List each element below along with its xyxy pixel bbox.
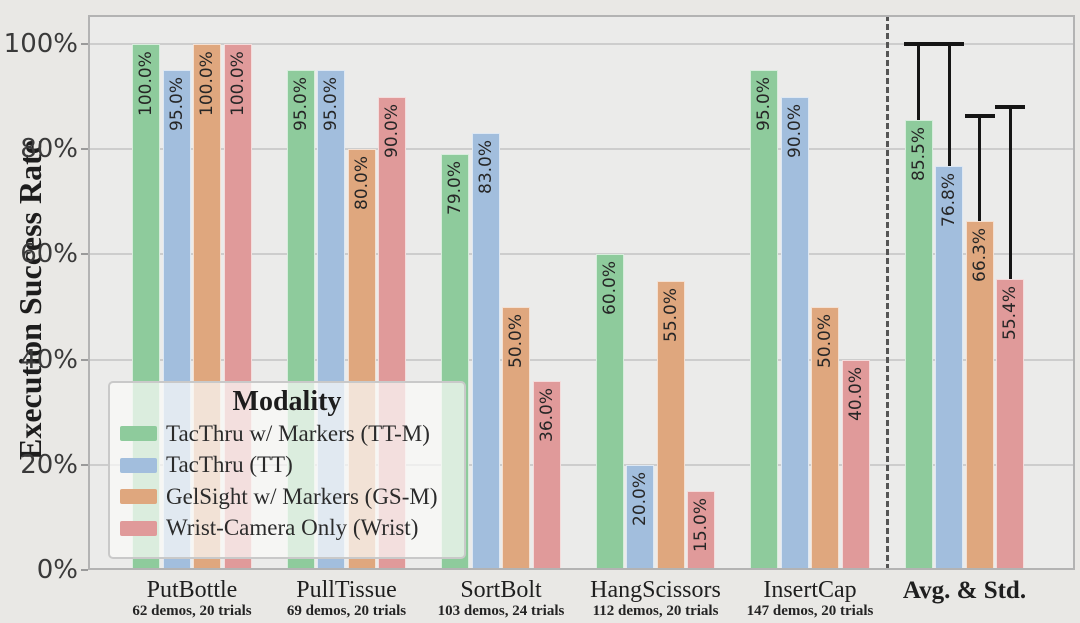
- bar-value-label: 90.0%: [382, 103, 403, 158]
- x-category-label-InsertCap: InsertCap: [763, 577, 857, 603]
- y-tick-mark: [81, 463, 88, 466]
- bar-HangScissors-series-3: [656, 280, 685, 570]
- x-category-label-HangScissors: HangScissors: [590, 577, 721, 603]
- x-category-label-PutBottle: PutBottle: [146, 577, 238, 603]
- legend-item-label: Wrist-Camera Only (Wrist): [166, 515, 419, 541]
- bar-InsertCap-series-2: [780, 96, 809, 570]
- bar-value-label: 95.0%: [321, 77, 342, 132]
- bar-value-label: 100.0%: [227, 51, 248, 116]
- error-bar-line: [1008, 107, 1012, 279]
- bar-value-label: 100.0%: [197, 51, 218, 116]
- legend-swatch-icon: [120, 426, 157, 442]
- avg-separator-dashed-line: [886, 15, 890, 570]
- y-tick-mark: [81, 43, 88, 45]
- legend: Modality TacThru w/ Markers (TT-M) TacThr…: [108, 381, 466, 559]
- bar-Avg. & Std.-series-3: [965, 221, 994, 570]
- gridline-20%: [88, 463, 1075, 466]
- y-tick-label: 60%: [20, 239, 78, 270]
- legend-item-label: TacThru (TT): [166, 452, 293, 478]
- bar-HangScissors-series-1: [595, 254, 624, 570]
- x-category-subtitle: 112 demos, 20 trials: [592, 603, 719, 619]
- x-category-subtitle: 69 demos, 20 trials: [286, 603, 407, 619]
- y-tick-label: 0%: [36, 555, 78, 585]
- bar-value-label: 55.0%: [660, 287, 681, 342]
- x-category-label-PullTissue: PullTissue: [296, 577, 397, 603]
- bar-value-label: 95.0%: [166, 77, 187, 132]
- y-tick-mark: [81, 253, 88, 256]
- bar-InsertCap-series-3: [811, 307, 840, 570]
- gridline-40%: [88, 358, 1075, 361]
- bar-value-label: 50.0%: [815, 313, 836, 368]
- bar-Avg. & Std.-series-2: [935, 166, 964, 570]
- bar-value-label: 80.0%: [351, 156, 372, 211]
- y-tick-label: 40%: [20, 344, 78, 375]
- y-tick-label: 20%: [20, 449, 78, 480]
- bar-SortBolt-series-2: [471, 133, 500, 570]
- error-bar-line: [917, 44, 921, 121]
- legend-title: Modality: [232, 386, 342, 417]
- y-tick-mark: [81, 358, 88, 361]
- bar-value-label: 60.0%: [599, 261, 620, 316]
- x-category-label-SortBolt: SortBolt: [460, 577, 542, 603]
- bar-value-label: 50.0%: [506, 313, 527, 368]
- bar-value-label: 55.4%: [1000, 285, 1021, 340]
- bar-value-label: 40.0%: [845, 366, 866, 421]
- bar-value-label: 36.0%: [536, 387, 557, 442]
- legend-item-3: GelSight w/ Markers (GS-M): [110, 481, 464, 513]
- error-bar-line: [947, 44, 951, 167]
- x-category-subtitle: 62 demos, 20 trials: [132, 603, 252, 619]
- bar-value-label: 95.0%: [754, 77, 775, 132]
- bar-value-label: 20.0%: [630, 471, 651, 526]
- bar-SortBolt-series-4: [532, 380, 561, 570]
- bar-value-label: 90.0%: [784, 103, 805, 158]
- bar-value-label: 66.3%: [969, 228, 990, 283]
- bar-InsertCap-series-1: [750, 70, 779, 570]
- bar-HangScissors-series-4: [687, 491, 716, 570]
- bar-SortBolt-series-3: [502, 307, 531, 570]
- bar-value-label: 83.0%: [475, 140, 496, 195]
- y-tick-mark: [81, 148, 88, 151]
- bar-Avg. & Std.-series-4: [996, 278, 1025, 570]
- error-bar-cap: [964, 114, 995, 119]
- error-bar-line: [978, 116, 982, 222]
- x-category-label-Avg. & Std.: Avg. & Std.: [902, 577, 1027, 604]
- y-tick-mark: [81, 569, 88, 571]
- legend-item-2: TacThru (TT): [110, 450, 464, 482]
- error-bar-cap: [934, 42, 965, 46]
- error-bar-cap: [903, 42, 934, 46]
- legend-swatch-icon: [120, 489, 157, 505]
- legend-swatch-icon: [120, 520, 157, 536]
- x-category-subtitle: 103 demos, 24 trials: [437, 603, 565, 619]
- bar-Avg. & Std.-series-1: [904, 120, 933, 570]
- legend-item-1: TacThru w/ Markers (TT-M): [110, 418, 464, 450]
- bar-value-label: 79.0%: [445, 161, 466, 216]
- bar-value-label: 76.8%: [939, 173, 960, 228]
- bar-value-label: 15.0%: [691, 498, 712, 553]
- bar-value-label: 85.5%: [908, 127, 929, 182]
- legend-item-label: GelSight w/ Markers (GS-M): [166, 483, 438, 509]
- gridline-80%: [88, 148, 1075, 151]
- bar-InsertCap-series-4: [841, 359, 870, 570]
- gridline-60%: [88, 253, 1075, 256]
- legend-item-label: TacThru w/ Markers (TT-M): [166, 420, 430, 446]
- gridline-100%: [88, 43, 1075, 45]
- error-bar-cap: [995, 105, 1026, 110]
- bar-value-label: 100.0%: [136, 51, 157, 116]
- legend-item-4: Wrist-Camera Only (Wrist): [110, 513, 464, 545]
- y-tick-label: 80%: [20, 134, 78, 165]
- bar-value-label: 95.0%: [290, 77, 311, 132]
- y-tick-label: 100%: [3, 29, 78, 59]
- x-category-subtitle: 147 demos, 20 trials: [746, 603, 874, 619]
- legend-items: TacThru w/ Markers (TT-M) TacThru (TT) Gel…: [110, 418, 464, 544]
- legend-swatch-icon: [120, 457, 157, 473]
